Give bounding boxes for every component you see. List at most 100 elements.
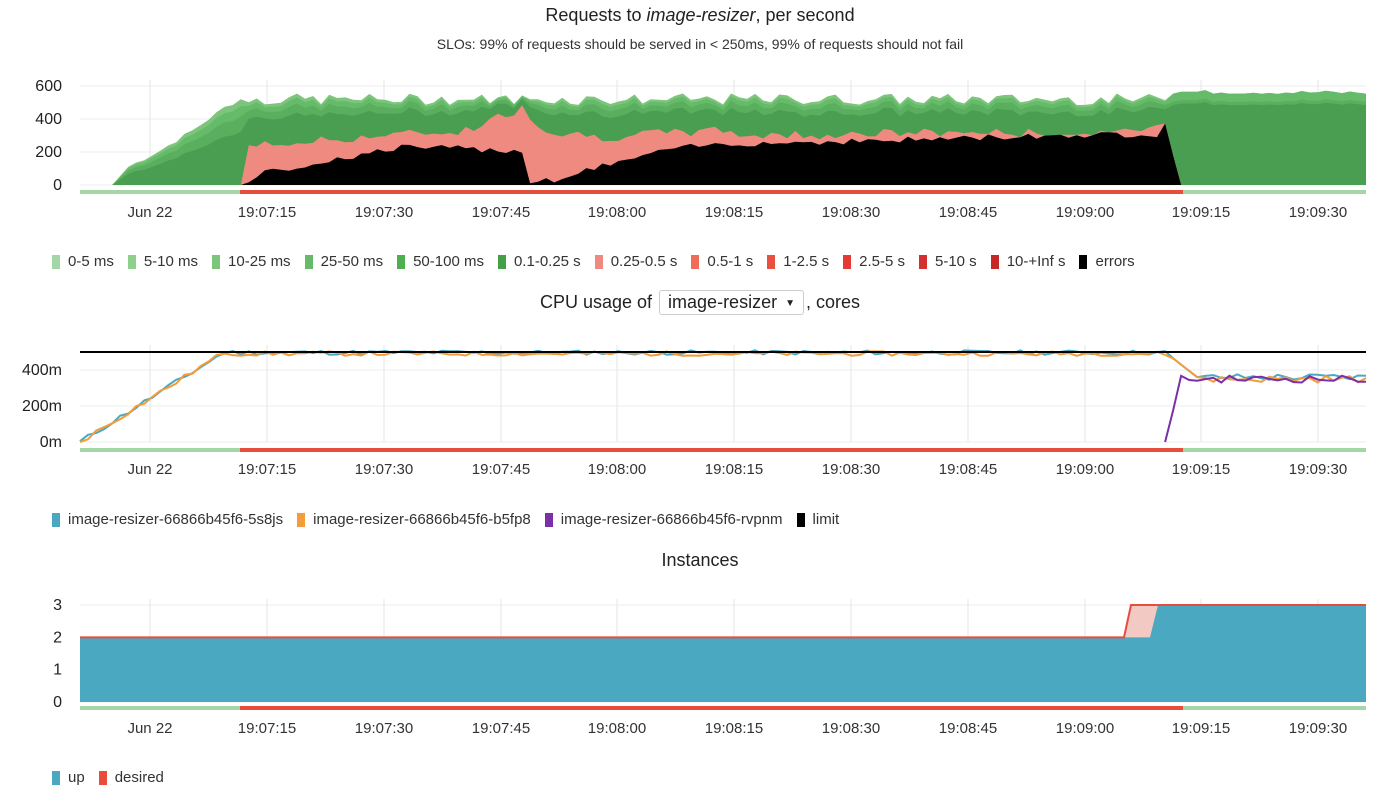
legend-label: 50-100 ms — [413, 253, 484, 270]
legend-label: 10-25 ms — [228, 253, 291, 270]
x-tick-label: 19:07:30 — [355, 720, 413, 737]
legend-item[interactable]: limit — [796, 511, 839, 528]
y-tick-label: 3 — [53, 597, 62, 614]
legend-label: desired — [114, 769, 164, 786]
legend-item[interactable]: 50-100 ms — [397, 253, 484, 270]
legend-item[interactable]: 0.5-1 s — [691, 253, 753, 270]
legend-swatch — [397, 254, 406, 269]
series-b5fp8 — [79, 350, 1367, 443]
legend-item[interactable]: 10-25 ms — [212, 253, 291, 270]
legend-label: image-resizer-66866b45f6-rvpnm — [560, 511, 783, 528]
status-bar-ok — [1183, 448, 1366, 452]
legend-swatch — [918, 254, 927, 269]
cpu-title-prefix: CPU usage of — [539, 292, 653, 312]
series-5s8js — [79, 349, 1367, 442]
legend-swatch — [1079, 254, 1088, 269]
legend-item[interactable]: up — [52, 769, 85, 786]
instances-chart-title: Instances — [661, 550, 739, 570]
y-tick-label: 0m — [40, 434, 62, 451]
legend-swatch — [497, 254, 506, 269]
legend-swatch — [297, 512, 306, 527]
service-select-value: image-resizer — [668, 292, 778, 312]
x-tick-label: Jun 22 — [127, 720, 172, 737]
x-tick-label: 19:07:30 — [355, 461, 413, 478]
legend-label: 5-10 s — [934, 253, 977, 270]
x-tick-label: Jun 22 — [127, 461, 172, 478]
legend-swatch — [98, 770, 107, 785]
legend-swatch — [691, 254, 700, 269]
y-tick-label: 2 — [53, 629, 62, 646]
legend-item[interactable]: 0.1-0.25 s — [497, 253, 581, 270]
legend-item[interactable]: desired — [98, 769, 164, 786]
area-up — [80, 605, 1366, 702]
requests-chart: 600 400 200 0 Jun 22 19:07:15 19:07:30 19:07:45… — [35, 78, 1366, 221]
status-bar-violation — [240, 706, 1183, 710]
legend-label: up — [68, 769, 85, 786]
legend-label: 10-+Inf s — [1006, 253, 1066, 270]
x-tick-label: 19:08:00 — [588, 461, 646, 478]
legend-item[interactable]: errors — [1079, 253, 1135, 270]
y-tick-label: 200 — [35, 144, 62, 161]
legend-item[interactable]: 10-+Inf s — [990, 253, 1066, 270]
legend-item[interactable]: 25-50 ms — [304, 253, 383, 270]
cpu-chart: 400m 200m 0m Jun 22 19:07:15 19:07:30 19:07:45… — [22, 345, 1367, 478]
legend-item[interactable]: 1-2.5 s — [767, 253, 829, 270]
x-tick-label: 19:09:00 — [1056, 461, 1114, 478]
legend-label: 0.25-0.5 s — [610, 253, 678, 270]
requests-legend: 0-5 ms 5-10 ms 10-25 ms 25-50 ms 50-100 ms 0.… — [52, 253, 1135, 270]
legend-swatch — [52, 512, 60, 527]
legend-swatch — [843, 254, 852, 269]
status-bar-ok — [80, 706, 240, 710]
x-tick-label: 19:07:15 — [238, 720, 296, 737]
x-tick-label: 19:08:15 — [705, 720, 763, 737]
legend-item[interactable]: image-resizer-66866b45f6-b5fp8 — [297, 511, 531, 528]
chevron-down-icon: ▼ — [785, 297, 795, 309]
legend-item[interactable]: 5-10 ms — [127, 253, 199, 270]
x-tick-label: 19:08:30 — [822, 461, 880, 478]
x-tick-label: 19:09:00 — [1056, 720, 1114, 737]
line-desired — [80, 604, 1366, 639]
legend-swatch — [796, 512, 805, 527]
legend-swatch — [594, 254, 603, 269]
legend-label: 1-2.5 s — [783, 253, 830, 270]
legend-label: 5-10 ms — [143, 253, 199, 270]
y-tick-label: 400m — [22, 362, 62, 379]
legend-swatch — [990, 254, 999, 269]
area-errors — [80, 123, 1366, 185]
cpu-chart-title: CPU usage of image-resizer ▼ , cores — [0, 290, 1400, 315]
service-select[interactable]: image-resizer ▼ — [659, 290, 804, 315]
instances-legend: up desired — [52, 769, 164, 786]
legend-label: errors — [1095, 253, 1135, 270]
x-tick-label: 19:09:15 — [1172, 461, 1230, 478]
requests-chart-subtitle: SLOs: 99% of requests should be served i… — [436, 36, 964, 52]
requests-title-service: image-resizer — [646, 5, 756, 25]
legend-item[interactable]: 5-10 s — [918, 253, 977, 270]
y-tick-label: 400 — [35, 111, 62, 128]
legend-swatch — [52, 254, 60, 269]
x-tick-label: 19:08:15 — [705, 461, 763, 478]
x-tick-label: 19:09:15 — [1172, 720, 1230, 737]
legend-item[interactable]: 2.5-5 s — [843, 253, 905, 270]
legend-swatch — [212, 254, 221, 269]
legend-swatch — [52, 770, 60, 785]
y-tick-label: 600 — [35, 78, 62, 95]
legend-label: image-resizer-66866b45f6-5s8js — [68, 511, 284, 528]
requests-title-prefix: Requests to — [545, 5, 647, 25]
cpu-title-suffix: , cores — [805, 292, 861, 312]
legend-item[interactable]: 0.25-0.5 s — [594, 253, 678, 270]
x-tick-label: 19:07:15 — [238, 204, 296, 221]
x-tick-label: 19:08:30 — [822, 204, 880, 221]
legend-label: 0.1-0.25 s — [513, 253, 581, 270]
legend-item[interactable]: 0-5 ms — [52, 253, 114, 270]
x-tick-label: 19:07:45 — [472, 204, 530, 221]
x-tick-label: 19:08:15 — [705, 204, 763, 221]
status-bar-ok — [1183, 706, 1366, 710]
legend-label: 2.5-5 s — [859, 253, 905, 270]
x-tick-label: 19:09:00 — [1056, 204, 1114, 221]
y-tick-label: 0 — [53, 177, 62, 194]
y-tick-label: 1 — [53, 662, 62, 679]
legend-swatch — [304, 254, 313, 269]
x-tick-label: 19:09:30 — [1289, 204, 1347, 221]
legend-item[interactable]: image-resizer-66866b45f6-5s8js — [52, 511, 283, 528]
legend-item[interactable]: image-resizer-66866b45f6-rvpnm — [544, 511, 783, 528]
